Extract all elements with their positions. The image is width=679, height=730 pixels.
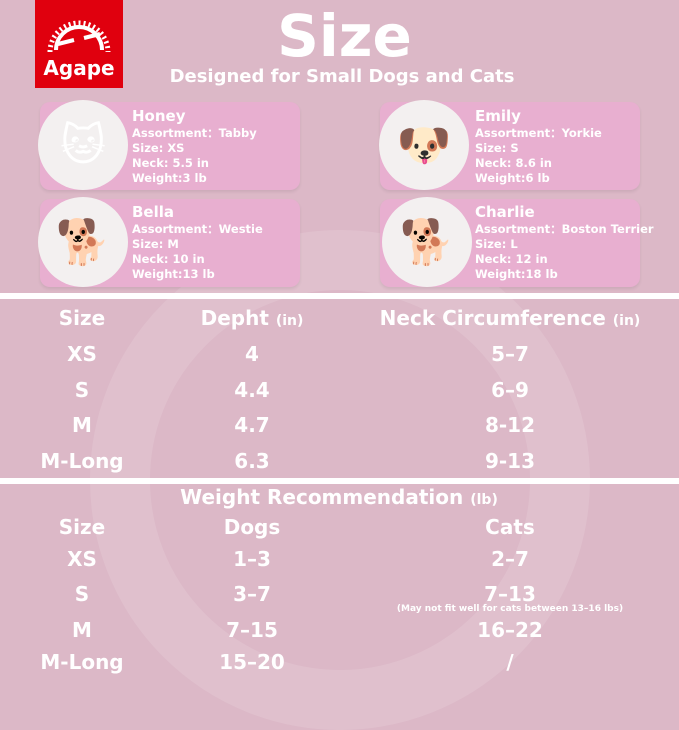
pet-size: Size: XS bbox=[132, 141, 185, 155]
pet-size: Size: S bbox=[475, 141, 519, 155]
depth-cell: 4.7 bbox=[234, 413, 270, 437]
pet-assortment: Assortment：Boston Terrier bbox=[475, 222, 654, 236]
pet-name: Emily bbox=[475, 107, 521, 125]
pet-weight: Weight:6 lb bbox=[475, 171, 550, 185]
pet-size: Size: M bbox=[132, 237, 179, 251]
header-size: Size bbox=[58, 515, 106, 539]
depth-cell: 4.4 bbox=[234, 378, 270, 402]
pet-weight: Weight:18 lb bbox=[475, 267, 558, 281]
dogs-cell: 7–15 bbox=[226, 618, 278, 642]
size-cell: M bbox=[72, 618, 92, 642]
dog-photo-icon: 🐕 bbox=[38, 197, 128, 287]
pet-name: Bella bbox=[132, 203, 175, 221]
pet-neck: Neck: 5.5 in bbox=[132, 156, 209, 170]
weight-title: Weight Recommendation (lb) bbox=[180, 485, 498, 509]
neck-cell: 5–7 bbox=[491, 342, 529, 366]
dog-photo-icon: 🐕 bbox=[382, 197, 472, 287]
cats-cell: 16–22 bbox=[477, 618, 543, 642]
header-neck: Neck Circumference (in) bbox=[380, 306, 641, 330]
neck-cell: 8-12 bbox=[484, 413, 536, 437]
cats-cell: 7–13 bbox=[484, 582, 536, 606]
header-depth: Depht (in) bbox=[201, 306, 304, 330]
divider bbox=[0, 293, 679, 299]
size-cell: M-Long bbox=[40, 650, 124, 674]
dogs-cell: 1–3 bbox=[233, 547, 271, 571]
dog-photo-icon: 🐶 bbox=[379, 100, 469, 190]
size-cell: M-Long bbox=[40, 449, 124, 473]
weight-title-unit: (lb) bbox=[470, 492, 498, 508]
neck-cell: 6–9 bbox=[491, 378, 529, 402]
neck-cell: 9-13 bbox=[484, 449, 536, 473]
header-depth-label: Depht bbox=[200, 306, 269, 330]
header-depth-unit: (in) bbox=[275, 313, 304, 329]
pet-weight: Weight:13 lb bbox=[132, 267, 215, 281]
brand-name: Agape bbox=[43, 56, 115, 80]
dogs-cell: 15–20 bbox=[219, 650, 285, 674]
weight-title-label: Weight Recommendation bbox=[180, 485, 464, 509]
hands-arc-icon bbox=[47, 20, 111, 53]
pet-assortment: Assortment：Westie bbox=[132, 222, 263, 236]
pet-info-bella: Bella Assortment：Westie Size: M Neck: 10… bbox=[132, 202, 263, 282]
pet-info-honey: Honey Assortment：Tabby Size: XS Neck: 5.… bbox=[132, 106, 257, 186]
pet-info-charlie: Charlie Assortment：Boston Terrier Size: … bbox=[475, 202, 654, 282]
size-cell: XS bbox=[67, 342, 97, 366]
header-neck-label: Neck Circumference bbox=[379, 306, 606, 330]
depth-cell: 6.3 bbox=[234, 449, 270, 473]
cats-cell: 2–7 bbox=[491, 547, 529, 571]
depth-cell: 4 bbox=[245, 342, 259, 366]
page-title: Size bbox=[277, 2, 412, 70]
size-cell: M bbox=[72, 413, 92, 437]
pet-name: Charlie bbox=[475, 203, 535, 221]
pet-name: Honey bbox=[132, 107, 186, 125]
size-cell: XS bbox=[67, 547, 97, 571]
cats-note: (May not fit well for cats between 13–16… bbox=[396, 604, 624, 614]
brand-logo: Agape bbox=[35, 0, 123, 88]
pet-assortment: Assortment：Tabby bbox=[132, 126, 257, 140]
pet-neck: Neck: 8.6 in bbox=[475, 156, 552, 170]
pet-info-emily: Emily Assortment：Yorkie Size: S Neck: 8.… bbox=[475, 106, 602, 186]
header-dogs: Dogs bbox=[223, 515, 281, 539]
header-size: Size bbox=[58, 306, 106, 330]
cats-cell: / bbox=[506, 650, 514, 674]
pet-assortment: Assortment：Yorkie bbox=[475, 126, 602, 140]
page-subtitle: Designed for Small Dogs and Cats bbox=[169, 66, 515, 87]
pet-neck: Neck: 12 in bbox=[475, 252, 548, 266]
pet-weight: Weight:3 lb bbox=[132, 171, 207, 185]
pet-size: Size: L bbox=[475, 237, 518, 251]
header-cats: Cats bbox=[485, 515, 535, 539]
divider bbox=[0, 478, 679, 484]
dogs-cell: 3–7 bbox=[233, 582, 271, 606]
cat-photo-icon: 🐱 bbox=[38, 100, 128, 190]
pet-neck: Neck: 10 in bbox=[132, 252, 205, 266]
size-cell: S bbox=[74, 582, 90, 606]
size-cell: S bbox=[74, 378, 90, 402]
header-neck-unit: (in) bbox=[612, 313, 641, 329]
